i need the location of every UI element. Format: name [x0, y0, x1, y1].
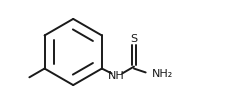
Text: NH: NH	[108, 71, 125, 81]
Text: NH₂: NH₂	[151, 69, 173, 79]
Text: S: S	[130, 34, 138, 44]
